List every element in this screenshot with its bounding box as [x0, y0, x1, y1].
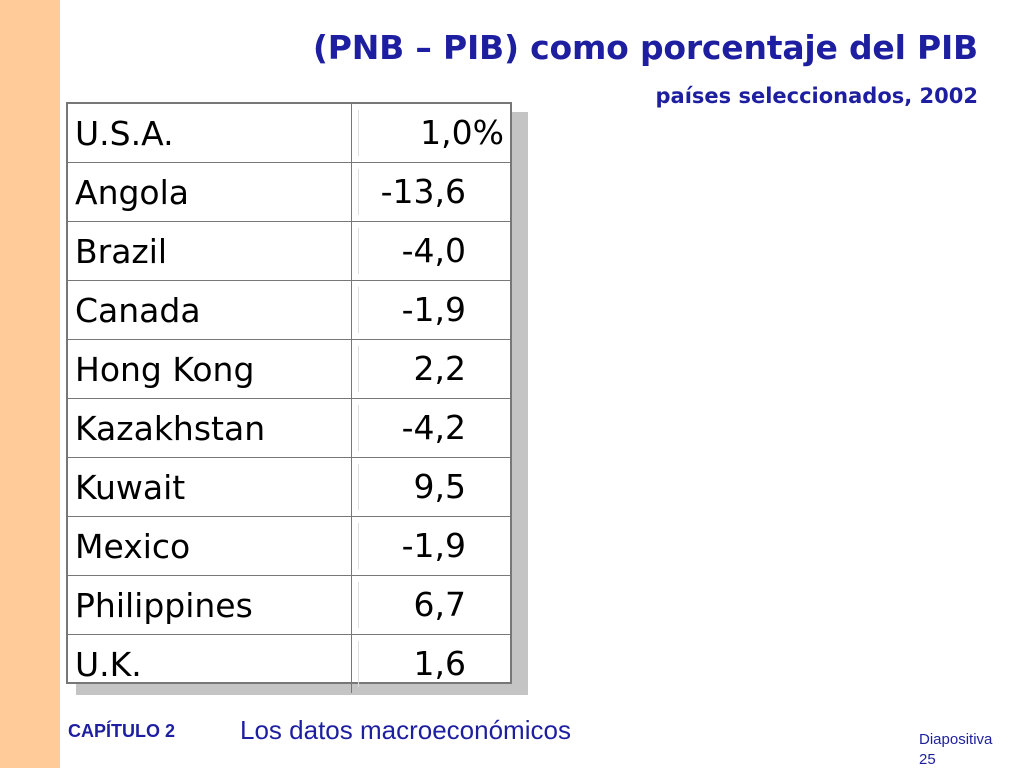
table-row: Angola -13,6: [68, 162, 510, 222]
country-cell: Kuwait: [68, 457, 352, 517]
table-row: Brazil -4,0: [68, 221, 510, 281]
country-cell: U.S.A.: [68, 104, 352, 163]
value-cell: 2,2: [358, 346, 510, 392]
country-cell: Philippines: [68, 575, 352, 635]
country-cell: Angola: [68, 162, 352, 222]
table-row: Philippines 6,7: [68, 575, 510, 635]
slide-number: Diapositiva 25: [919, 730, 1019, 770]
value-cell: -13,6: [358, 169, 510, 215]
slide-title: (PNB – PIB) como porcentaje del PIB: [312, 28, 978, 67]
slide-number-value: 25: [919, 751, 936, 768]
table-row: U.S.A. 1,0%: [68, 104, 510, 163]
country-cell: Hong Kong: [68, 339, 352, 399]
country-cell: Kazakhstan: [68, 398, 352, 458]
table-row: U.K. 1,6: [68, 634, 510, 693]
side-stripe: [0, 0, 60, 768]
country-cell: Brazil: [68, 221, 352, 281]
value-cell: 1,0%: [358, 110, 510, 156]
value-cell: 6,7: [358, 582, 510, 628]
table-row: Hong Kong 2,2: [68, 339, 510, 399]
data-table: U.S.A. 1,0% Angola -13,6 Brazil -4,0 Can…: [66, 102, 512, 693]
value-cell: -1,9: [358, 287, 510, 333]
value-cell: 1,6: [358, 641, 510, 687]
value-cell: -1,9: [358, 523, 510, 569]
table-row: Kuwait 9,5: [68, 457, 510, 517]
slide-subtitle: países seleccionados, 2002: [655, 84, 978, 108]
value-cell: -4,0: [358, 228, 510, 274]
value-cell: -4,2: [358, 405, 510, 451]
table-row: Kazakhstan -4,2: [68, 398, 510, 458]
footer-chapter: CAPÍTULO 2: [68, 721, 176, 741]
table-row: Canada -1,9: [68, 280, 510, 340]
table-row: Mexico -1,9: [68, 516, 510, 576]
country-cell: Mexico: [68, 516, 352, 576]
value-cell: 9,5: [358, 464, 510, 510]
slide-label: Diapositiva: [919, 731, 993, 748]
country-cell: U.K.: [68, 634, 352, 693]
footer-topic: Los datos macroeconómicos: [240, 715, 571, 745]
country-cell: Canada: [68, 280, 352, 340]
